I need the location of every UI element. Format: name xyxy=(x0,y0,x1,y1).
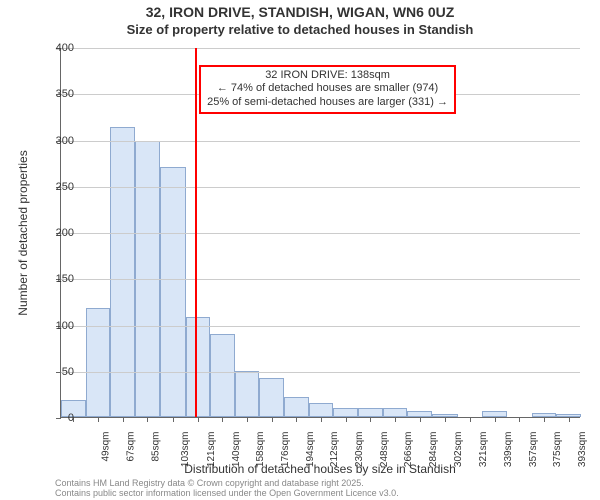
x-tick xyxy=(173,417,174,422)
x-tick xyxy=(346,417,347,422)
histogram-bar xyxy=(210,334,235,417)
y-tick-label: 50 xyxy=(40,366,74,378)
grid-line xyxy=(61,141,580,142)
grid-line xyxy=(61,187,580,188)
x-tick-label: 393sqm xyxy=(577,432,588,468)
reference-callout: 32 IRON DRIVE: 138sqm← 74% of detached h… xyxy=(199,65,456,114)
x-tick-label: 49sqm xyxy=(101,432,112,462)
callout-line-2: 25% of semi-detached houses are larger (… xyxy=(207,96,448,110)
x-tick-label: 230sqm xyxy=(354,432,365,468)
subtitle: Size of property relative to detached ho… xyxy=(0,22,600,37)
x-tick xyxy=(147,417,148,422)
attribution: Contains HM Land Registry data © Crown c… xyxy=(55,479,399,499)
y-tick-label: 400 xyxy=(40,42,74,54)
histogram-bar xyxy=(259,378,284,417)
y-tick-label: 150 xyxy=(40,273,74,285)
x-tick-label: 321sqm xyxy=(478,432,489,468)
histogram-bar xyxy=(186,317,211,417)
grid-line xyxy=(61,48,580,49)
x-tick xyxy=(370,417,371,422)
grid-line xyxy=(61,326,580,327)
histogram-bar xyxy=(333,408,358,417)
histogram-bar xyxy=(309,403,334,417)
histogram-bar xyxy=(235,371,260,417)
x-tick xyxy=(98,417,99,422)
x-tick-label: 194sqm xyxy=(305,432,316,468)
histogram-bar xyxy=(160,167,186,417)
x-axis-title: Distribution of detached houses by size … xyxy=(60,462,580,476)
page: { "titles": { "main_title": "32, IRON DR… xyxy=(0,0,600,500)
x-tick xyxy=(544,417,545,422)
x-tick-label: 266sqm xyxy=(403,432,414,468)
x-tick-label: 212sqm xyxy=(329,432,340,468)
x-tick-label: 302sqm xyxy=(453,432,464,468)
x-tick-label: 375sqm xyxy=(552,432,563,468)
x-tick xyxy=(420,417,421,422)
x-tick xyxy=(296,417,297,422)
y-tick-label: 300 xyxy=(40,135,74,147)
x-tick xyxy=(222,417,223,422)
x-tick xyxy=(495,417,496,422)
y-axis-title: Number of detached properties xyxy=(16,48,30,418)
grid-line xyxy=(61,233,580,234)
grid-line xyxy=(61,372,580,373)
y-tick-label: 350 xyxy=(40,88,74,100)
x-tick-label: 357sqm xyxy=(528,432,539,468)
x-tick xyxy=(470,417,471,422)
callout-line-0: 32 IRON DRIVE: 138sqm xyxy=(207,69,448,83)
reference-marker-line xyxy=(195,48,197,417)
x-tick xyxy=(198,417,199,422)
x-tick xyxy=(519,417,520,422)
grid-line xyxy=(61,279,580,280)
x-tick xyxy=(395,417,396,422)
x-tick-label: 85sqm xyxy=(150,432,161,462)
x-tick-label: 140sqm xyxy=(231,432,242,468)
x-tick xyxy=(247,417,248,422)
histogram-bar xyxy=(383,408,408,417)
x-tick-label: 248sqm xyxy=(379,432,390,468)
histogram-bar xyxy=(86,308,111,417)
x-tick-label: 67sqm xyxy=(125,432,136,462)
x-tick xyxy=(123,417,124,422)
x-tick-label: 284sqm xyxy=(428,432,439,468)
x-tick-label: 339sqm xyxy=(503,432,514,468)
callout-line-1: ← 74% of detached houses are smaller (97… xyxy=(207,82,448,96)
histogram-bar xyxy=(110,127,135,417)
histogram-bar xyxy=(284,397,309,417)
chart-area: 32 IRON DRIVE: 138sqm← 74% of detached h… xyxy=(60,48,580,418)
x-tick-label: 176sqm xyxy=(280,432,291,468)
main-title: 32, IRON DRIVE, STANDISH, WIGAN, WN6 0UZ xyxy=(0,4,600,20)
y-tick-label: 100 xyxy=(40,320,74,332)
x-tick xyxy=(445,417,446,422)
x-tick-label: 158sqm xyxy=(256,432,267,468)
x-tick-label: 103sqm xyxy=(180,432,191,468)
x-tick xyxy=(569,417,570,422)
x-tick-label: 121sqm xyxy=(206,432,217,468)
y-tick-label: 200 xyxy=(40,227,74,239)
y-tick-label: 250 xyxy=(40,181,74,193)
x-tick xyxy=(272,417,273,422)
x-tick xyxy=(321,417,322,422)
y-tick-label: 0 xyxy=(40,412,74,424)
attribution-line-2: Contains public sector information licen… xyxy=(55,489,399,499)
histogram-bar xyxy=(358,408,383,417)
